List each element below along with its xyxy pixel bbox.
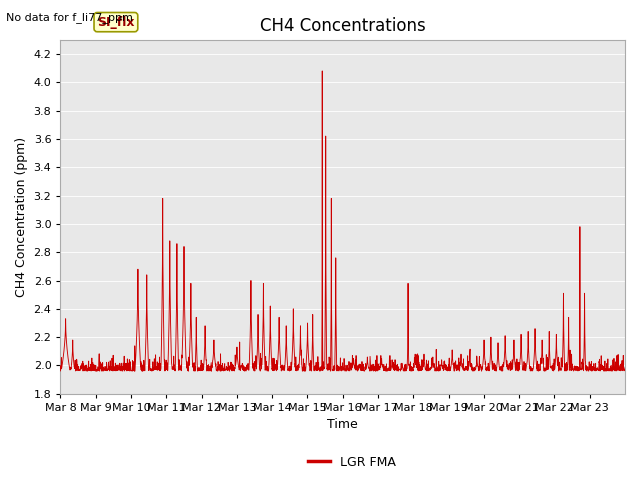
- Title: CH4 Concentrations: CH4 Concentrations: [260, 17, 426, 36]
- Text: SI_flx: SI_flx: [97, 16, 134, 29]
- X-axis label: Time: Time: [327, 419, 358, 432]
- Text: No data for f_li77_ppm: No data for f_li77_ppm: [6, 12, 133, 23]
- Y-axis label: CH4 Concentration (ppm): CH4 Concentration (ppm): [15, 137, 28, 297]
- Legend: LGR FMA: LGR FMA: [303, 451, 401, 474]
